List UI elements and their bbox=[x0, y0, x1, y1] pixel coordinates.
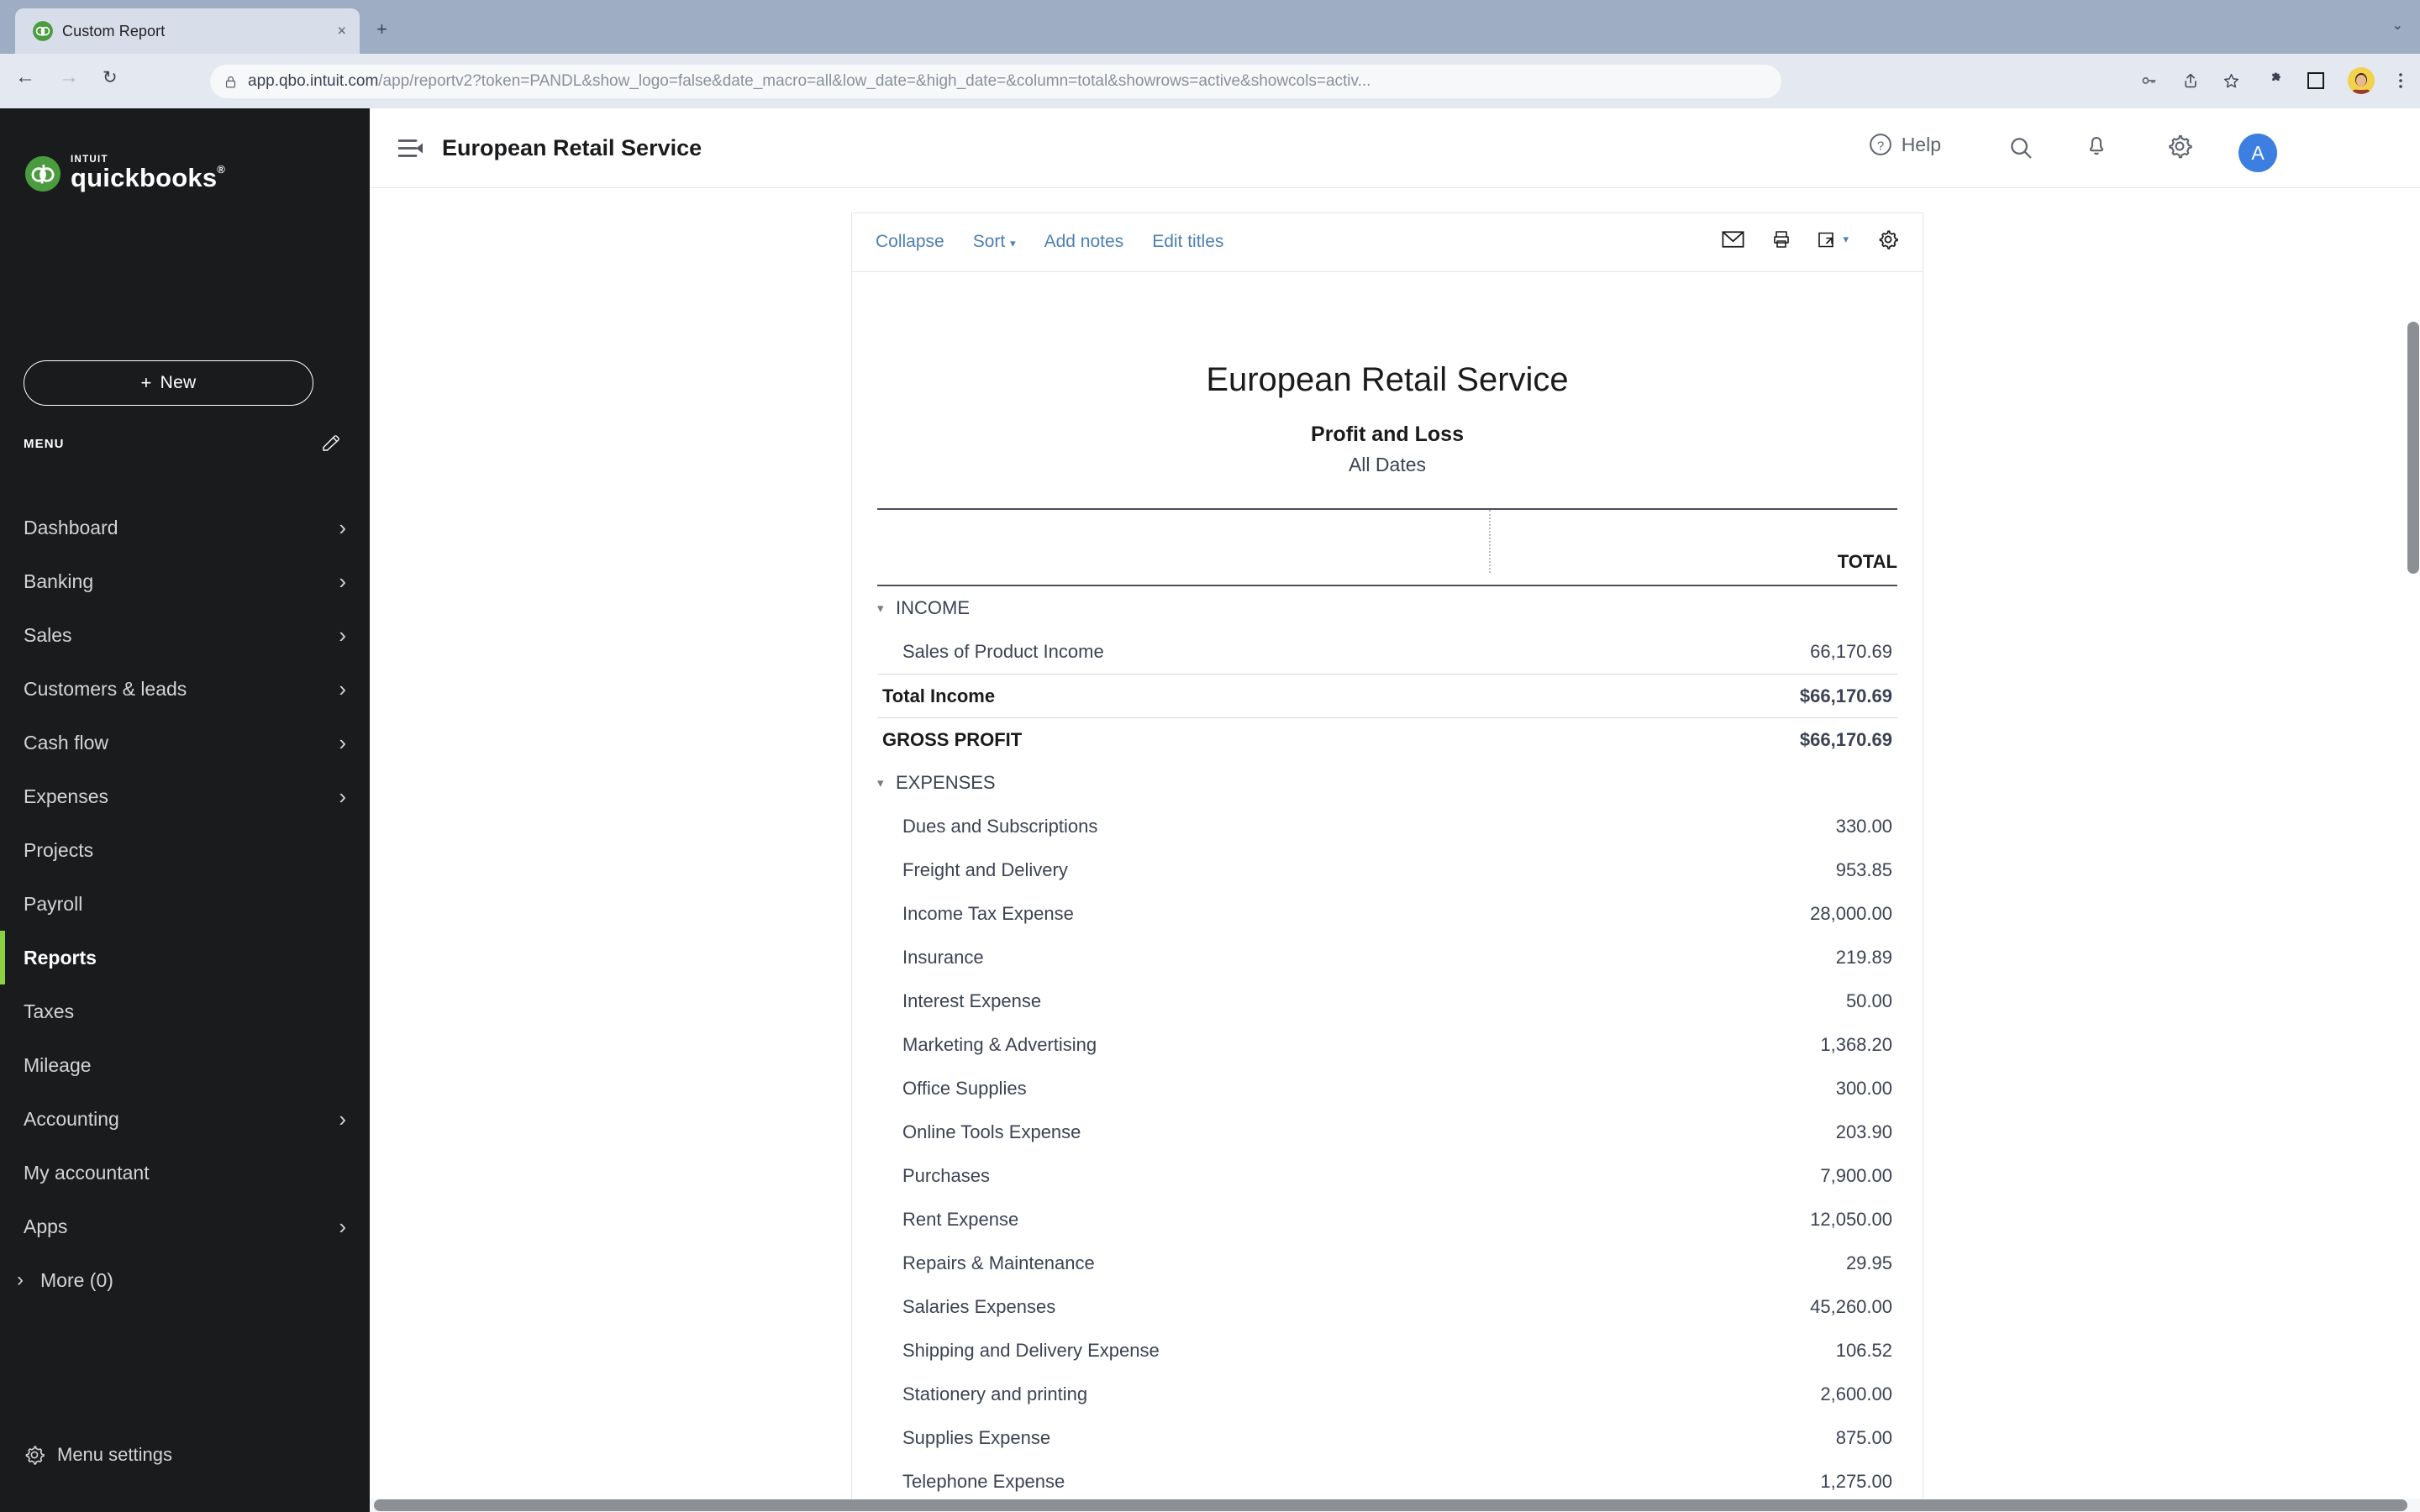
svg-text:?: ? bbox=[1877, 139, 1884, 153]
